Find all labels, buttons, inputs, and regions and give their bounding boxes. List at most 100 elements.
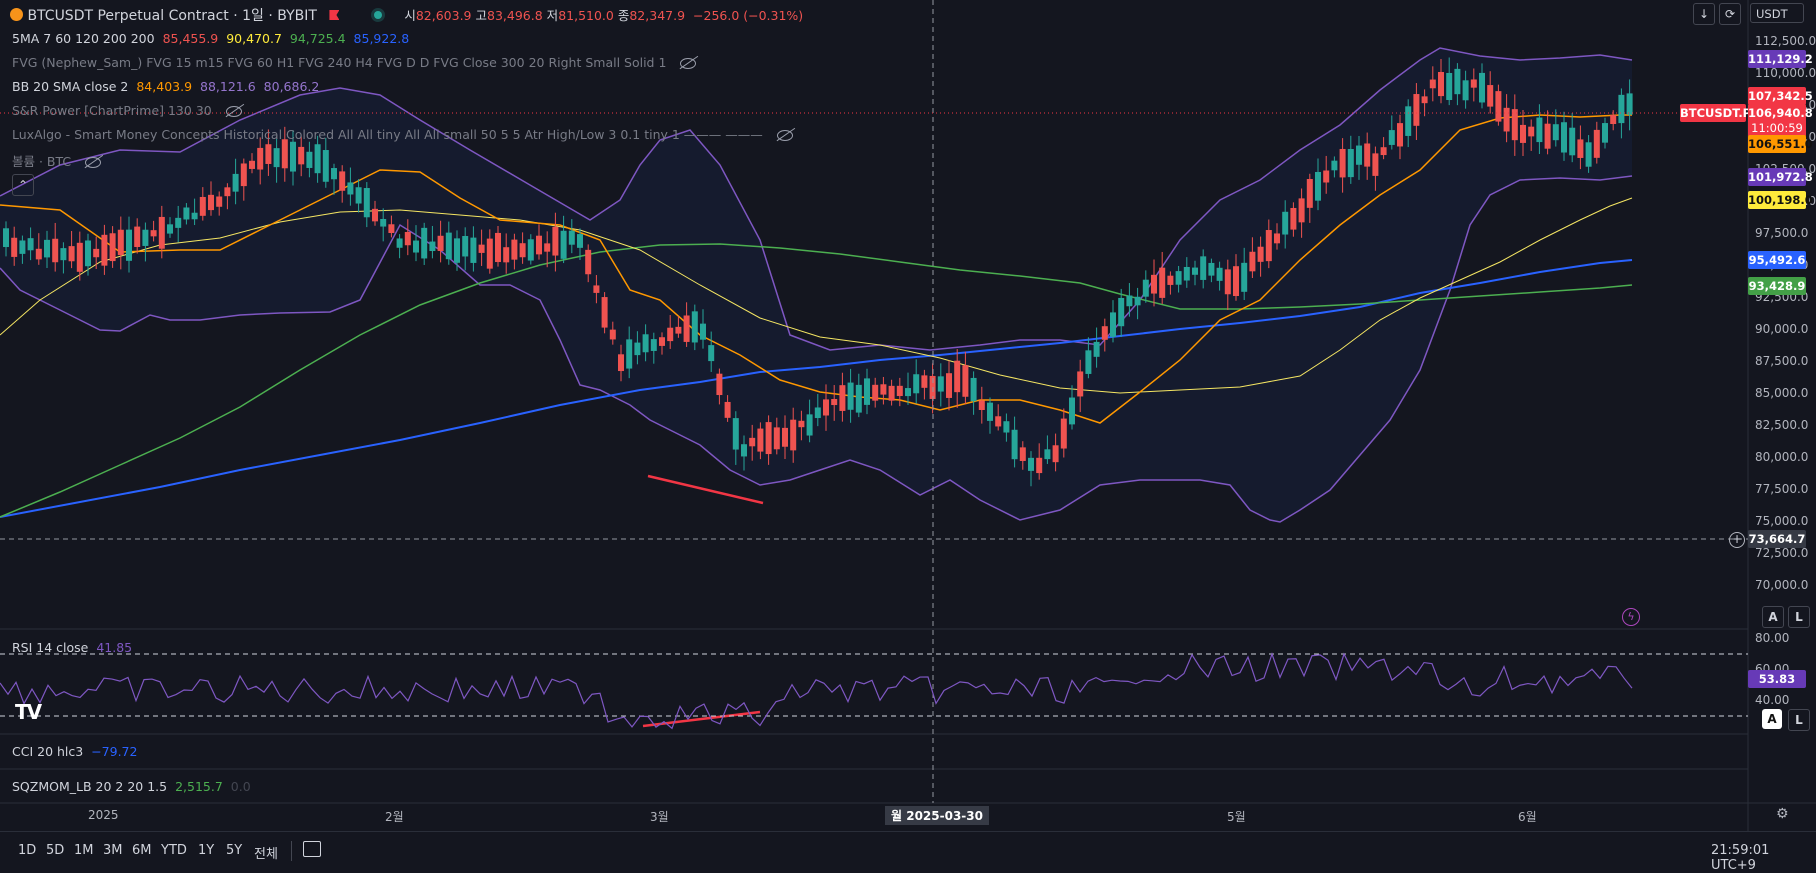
candle-body <box>1405 106 1412 136</box>
candle-body <box>1315 171 1321 201</box>
legend-bb[interactable]: BB 20 SMA close 2 84,403.9 88,121.6 80,6… <box>12 79 323 94</box>
currency-select[interactable]: USDT <box>1750 3 1804 23</box>
candle-body <box>265 144 272 164</box>
candle-body <box>1585 142 1592 167</box>
clock[interactable]: 21:59:01 UTC+9 <box>1711 843 1770 873</box>
candle-body <box>142 229 149 246</box>
range-1m[interactable]: 1M <box>74 843 94 858</box>
rsi-tick-80: 80.00 <box>1755 631 1790 645</box>
candle-body <box>1257 246 1264 262</box>
legend-fvg[interactable]: FVG (Nephew_Sam_) FVG 15 m15 FVG 60 H1 F… <box>12 55 700 70</box>
range-ytd[interactable]: YTD <box>161 843 187 858</box>
bb-upper-line <box>0 47 1633 351</box>
rsi-log-button[interactable]: L <box>1788 709 1810 731</box>
log-scale-button[interactable]: L <box>1788 606 1810 628</box>
range-6m[interactable]: 6M <box>132 843 152 858</box>
candle-body <box>1290 207 1297 230</box>
legend-rsi[interactable]: RSI 14 close 41.85 <box>12 640 136 655</box>
candle-body <box>1249 251 1256 272</box>
candle-body <box>1003 421 1010 433</box>
auto-scale-button[interactable]: A <box>1762 606 1784 628</box>
candle-body <box>585 249 592 275</box>
collapse-legend-button[interactable]: ⌃ <box>12 174 34 196</box>
range-5y[interactable]: 5Y <box>226 843 243 858</box>
candle-body <box>1602 123 1608 143</box>
hidden-eye-icon[interactable] <box>680 58 697 69</box>
candle-body <box>741 444 747 457</box>
candle-body <box>273 148 280 168</box>
bitcoin-icon <box>10 8 23 21</box>
candle-body <box>536 235 542 255</box>
candle-body <box>1200 256 1207 280</box>
candle-body <box>568 230 575 245</box>
time-label-feb: 2월 <box>385 810 404 824</box>
legend-ma[interactable]: 5MA 7 60 120 200 200 85,455.9 90,470.7 9… <box>12 31 413 46</box>
candle-body <box>240 163 247 187</box>
candle-body <box>1306 178 1313 208</box>
candle-body <box>396 238 403 248</box>
candle-body <box>716 373 723 396</box>
hidden-eye-icon[interactable] <box>85 157 102 168</box>
lightning-icon[interactable]: ϟ <box>1622 608 1640 626</box>
range-1y[interactable]: 1Y <box>198 843 215 858</box>
flag-icon[interactable] <box>329 10 340 20</box>
legend-sqz[interactable]: SQZMOM_LB 20 2 20 1.5 2,515.7 0.0 <box>12 779 255 794</box>
divergence-line <box>647 474 764 505</box>
range-5d[interactable]: 5D <box>46 843 65 858</box>
candle-body <box>1101 326 1108 340</box>
legend-sqz-value: 2,515.7 <box>175 779 223 794</box>
add-alert-icon[interactable]: + <box>1729 532 1745 548</box>
candle-body <box>503 247 510 263</box>
legend-volume[interactable]: 볼륨 · BTC <box>12 151 105 170</box>
legend-cci-name: CCI 20 hlc3 <box>12 744 84 759</box>
bottom-toolbar: 1D 5D 1M 3M 6M YTD 1Y 5Y 전체 21:59:01 UTC… <box>0 831 1816 873</box>
rsi-divergence-line <box>642 710 761 728</box>
hidden-eye-icon[interactable] <box>225 106 242 117</box>
candle-body <box>1347 149 1354 178</box>
rsi-auto-button[interactable]: A <box>1762 709 1782 729</box>
price-tick: 77,500.0 <box>1755 482 1809 496</box>
candle-body <box>1380 147 1387 156</box>
crosshair-price-badge: 73,664.7 <box>1748 530 1806 548</box>
candle-body <box>995 416 1002 427</box>
ohlc-low-label: 저 <box>546 8 559 23</box>
legend-sqz-value2: 0.0 <box>230 779 251 794</box>
candle-body <box>208 194 214 211</box>
range-all[interactable]: 전체 <box>254 847 278 862</box>
candle-body <box>1298 198 1305 223</box>
legend-cci[interactable]: CCI 20 hlc3 −79.72 <box>12 744 141 759</box>
candle-body <box>683 315 690 342</box>
price-tick: 97,500.0 <box>1755 226 1809 240</box>
range-1d[interactable]: 1D <box>18 843 37 858</box>
settings-gear-icon[interactable]: ⚙ <box>1776 806 1789 822</box>
legend-ma-v3: 94,725.4 <box>289 31 346 46</box>
candle-body <box>1216 267 1223 281</box>
refresh-button[interactable]: ⟳ <box>1719 3 1741 25</box>
candle-body <box>732 418 739 450</box>
candle-body <box>1446 72 1453 101</box>
candle-body <box>1511 109 1518 141</box>
symbol-title[interactable]: BTCUSDT Perpetual Contract · 1일 · BYBIT <box>27 8 317 24</box>
candle-body <box>954 360 961 393</box>
candle-body <box>1118 297 1125 327</box>
candle-body <box>495 232 501 263</box>
candle-body <box>1593 129 1600 158</box>
candle-body <box>1520 124 1526 143</box>
download-button[interactable]: ↓ <box>1693 3 1715 25</box>
range-3m[interactable]: 3M <box>103 843 123 858</box>
candle-body <box>691 311 698 343</box>
candle-body <box>117 229 124 256</box>
legend-luxalgo[interactable]: LuxAlgo - Smart Money Concepts Historica… <box>12 127 797 142</box>
candle-body <box>609 329 616 340</box>
candle-body <box>1093 341 1100 357</box>
calendar-range-icon[interactable] <box>303 841 321 857</box>
candle-body <box>675 326 682 334</box>
candle-body <box>314 144 321 174</box>
candle-body <box>52 238 59 263</box>
candle-body <box>642 334 649 353</box>
legend-luxalgo-name: LuxAlgo - Smart Money Concepts Historica… <box>12 127 763 142</box>
candle-body <box>1011 429 1018 460</box>
hidden-eye-icon[interactable] <box>776 130 793 141</box>
legend-snr[interactable]: S&R Power [ChartPrime] 130 30 <box>12 103 246 118</box>
